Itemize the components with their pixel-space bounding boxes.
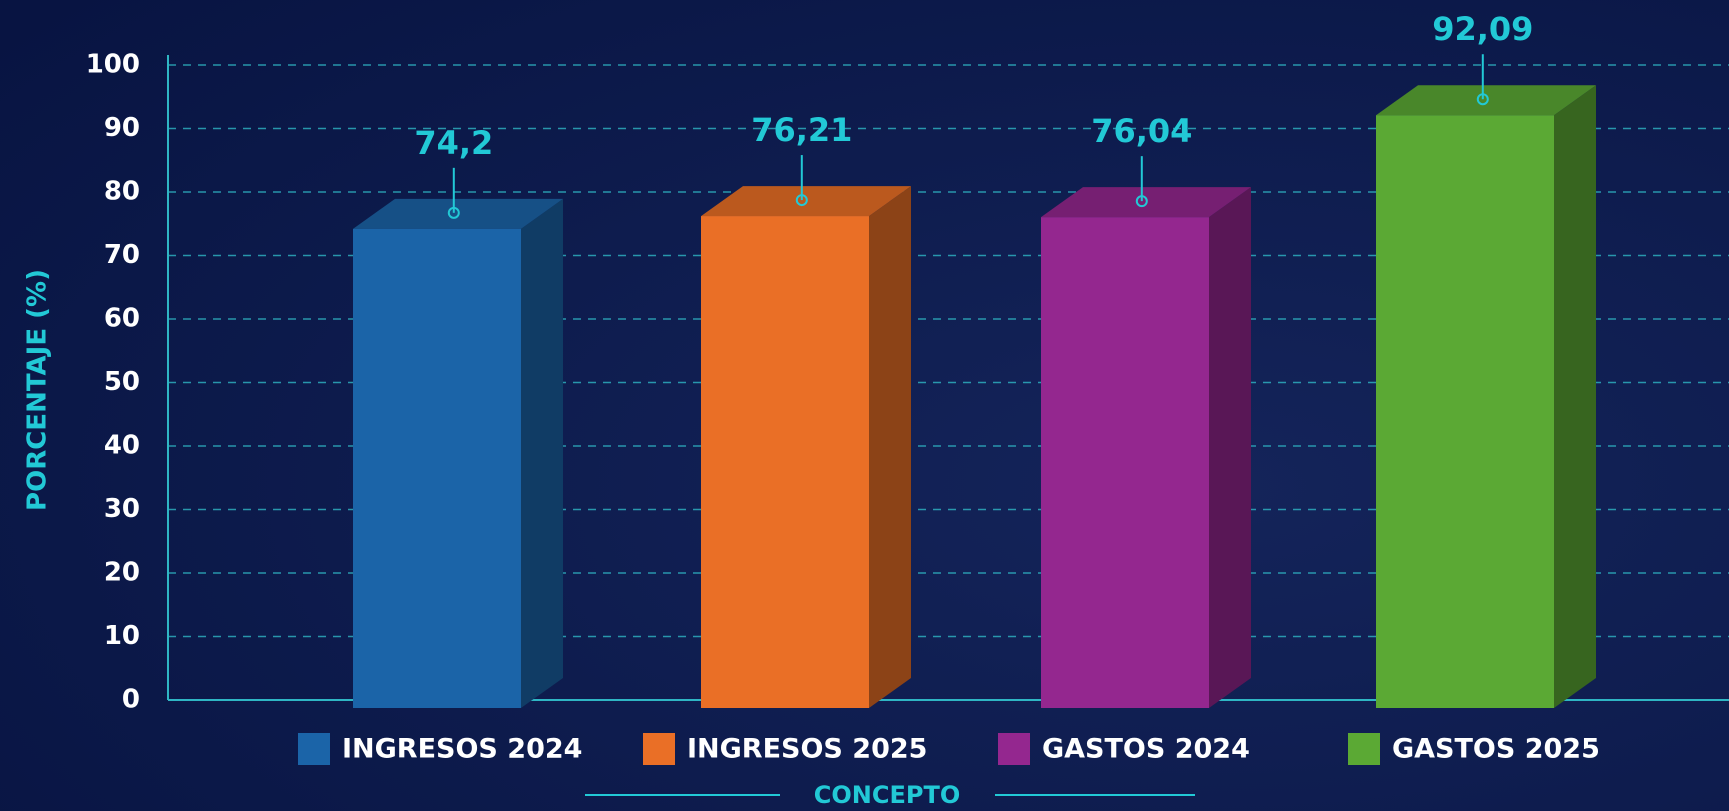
bar: [353, 228, 521, 708]
bar: [701, 216, 869, 708]
bar: [1041, 217, 1209, 708]
legend-label: INGRESOS 2024: [342, 734, 582, 765]
y-tick-label: 80: [104, 177, 140, 207]
bar-side: [1554, 85, 1596, 708]
y-tick-label: 70: [104, 240, 140, 270]
value-label: 74,2: [414, 124, 493, 162]
bar-side: [869, 186, 911, 708]
y-tick-label: 90: [104, 113, 140, 143]
x-axis-label: CONCEPTO: [814, 781, 960, 809]
legend-label: GASTOS 2024: [1042, 734, 1250, 765]
bar-side: [1209, 187, 1251, 708]
y-axis-label: PORCENTAJE (%): [23, 269, 53, 511]
legend-swatch: [998, 733, 1030, 765]
value-label: 76,04: [1091, 112, 1192, 150]
y-tick-label: 30: [104, 494, 140, 524]
bar-top: [1376, 85, 1596, 116]
legend-swatch: [1348, 733, 1380, 765]
bar: [1376, 115, 1554, 708]
legend-label: INGRESOS 2025: [687, 734, 927, 765]
legend-label: GASTOS 2025: [1392, 734, 1600, 765]
leader-dot: [1476, 93, 1489, 106]
leader-dot: [447, 206, 460, 219]
y-tick-label: 50: [104, 367, 140, 397]
value-label: 92,09: [1432, 10, 1533, 48]
leader-dot: [795, 194, 808, 207]
leader-dot: [1135, 195, 1148, 208]
y-tick-label: 10: [104, 621, 140, 651]
y-tick-label: 60: [104, 304, 140, 334]
legend-swatch: [643, 733, 675, 765]
y-tick-label: 20: [104, 558, 140, 588]
y-tick-label: 100: [86, 50, 140, 80]
bar-side: [521, 198, 563, 708]
legend-swatch: [298, 733, 330, 765]
y-tick-label: 0: [122, 685, 140, 715]
y-tick-label: 40: [104, 431, 140, 461]
value-label: 76,21: [751, 111, 852, 149]
